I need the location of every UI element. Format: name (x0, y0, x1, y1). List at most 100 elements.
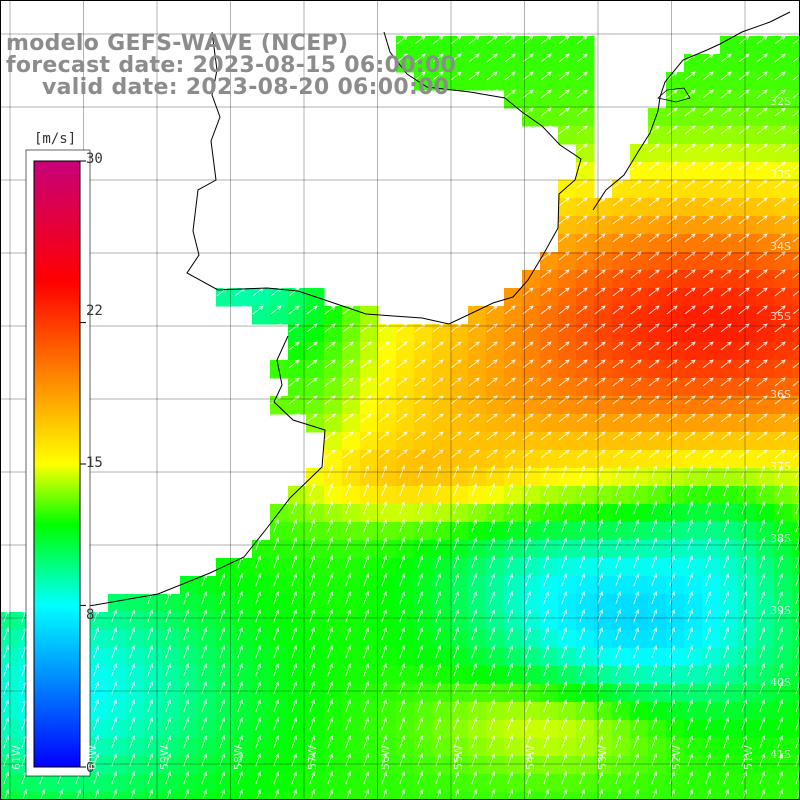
wind-cell (432, 486, 451, 505)
wind-cell (594, 234, 613, 253)
wind-cell (666, 594, 685, 613)
wind-cell (684, 252, 703, 271)
wind-cell (450, 522, 469, 541)
wind-cell (432, 450, 451, 469)
wind-arrow (435, 699, 441, 713)
wind-cell (648, 180, 667, 199)
wind-arrow (543, 609, 549, 623)
wind-arrow (756, 215, 768, 225)
wind-cell (702, 414, 721, 433)
wind-arrow (3, 717, 9, 731)
wind-cell (504, 774, 523, 793)
wind-cell (414, 522, 433, 541)
wind-arrow (507, 483, 513, 497)
wind-arrow (756, 89, 768, 99)
wind-arrow (594, 305, 606, 315)
wind-cell (306, 702, 325, 721)
wind-arrow (93, 735, 99, 749)
wind-cell (702, 702, 721, 721)
wind-cell (684, 180, 703, 199)
wind-arrow (615, 537, 621, 551)
wind-cell (288, 540, 307, 559)
wind-cell (612, 216, 631, 235)
wind-arrow (76, 789, 81, 800)
wind-cell (270, 738, 289, 757)
wind-cell (324, 450, 343, 469)
wind-arrow (309, 627, 315, 641)
wind-cell (738, 756, 757, 775)
wind-cell (558, 126, 577, 145)
wind-arrow (147, 681, 153, 695)
wind-cell (306, 414, 325, 433)
wind-cell (738, 792, 757, 800)
wind-cell (558, 630, 577, 649)
wind-cell (90, 774, 109, 793)
wind-arrow (702, 161, 714, 171)
wind-arrow (738, 215, 750, 225)
wind-cell (630, 234, 649, 253)
wind-cell (576, 684, 595, 703)
wind-arrow (309, 501, 315, 515)
wind-cell (198, 576, 217, 595)
wind-cell (342, 684, 361, 703)
wind-arrow (615, 717, 621, 731)
wind-arrow (720, 341, 732, 351)
wind-arrow (723, 573, 729, 587)
wind-cell (612, 288, 631, 307)
wind-cell (252, 684, 271, 703)
wind-arrow (504, 359, 516, 369)
wind-cell (666, 72, 685, 91)
wind-arrow (219, 573, 225, 587)
wind-cell (666, 414, 685, 433)
wind-arrow (558, 215, 570, 225)
wind-arrow (756, 71, 768, 81)
wind-cell (144, 702, 163, 721)
wind-cell (450, 594, 469, 613)
wind-arrow (381, 735, 387, 749)
wind-cell (360, 666, 379, 685)
wind-cell (756, 738, 775, 757)
wind-cell (486, 720, 505, 739)
wind-arrow (432, 71, 444, 81)
wind-cell (774, 270, 793, 289)
wind-arrow (165, 609, 171, 623)
wind-arrow (648, 323, 660, 333)
wind-cell (576, 594, 595, 613)
wind-cell (504, 72, 523, 91)
wind-arrow (724, 789, 729, 800)
wind-arrow (576, 269, 588, 279)
wind-cell (540, 558, 559, 577)
wind-cell (558, 612, 577, 631)
wind-arrow (468, 323, 480, 333)
wind-cell (522, 774, 541, 793)
wind-arrow (687, 771, 693, 785)
wind-arrow (633, 519, 639, 533)
wind-arrow (363, 591, 369, 605)
wind-arrow (396, 35, 408, 45)
wind-cell (792, 378, 800, 397)
wind-cell (540, 450, 559, 469)
wind-arrow (237, 681, 243, 695)
wind-cell (666, 360, 685, 379)
wind-arrow (561, 555, 567, 569)
wind-cell (342, 756, 361, 775)
wind-cell (720, 144, 739, 163)
wind-arrow (396, 449, 408, 459)
wind-arrow (471, 681, 477, 695)
wind-arrow (579, 771, 585, 785)
wind-arrow (558, 251, 570, 261)
wind-arrow (561, 591, 567, 605)
wind-arrow (666, 107, 678, 117)
wind-cell (198, 594, 217, 613)
wind-arrow (363, 645, 369, 659)
wind-arrow (669, 483, 675, 497)
wind-cell (594, 666, 613, 685)
wind-cell (576, 540, 595, 559)
wind-cell (756, 792, 775, 800)
wind-cell (108, 702, 127, 721)
wind-cell (720, 288, 739, 307)
wind-arrow (738, 449, 750, 459)
wind-cell (720, 324, 739, 343)
wind-cell (360, 360, 379, 379)
wind-arrow (612, 449, 624, 459)
